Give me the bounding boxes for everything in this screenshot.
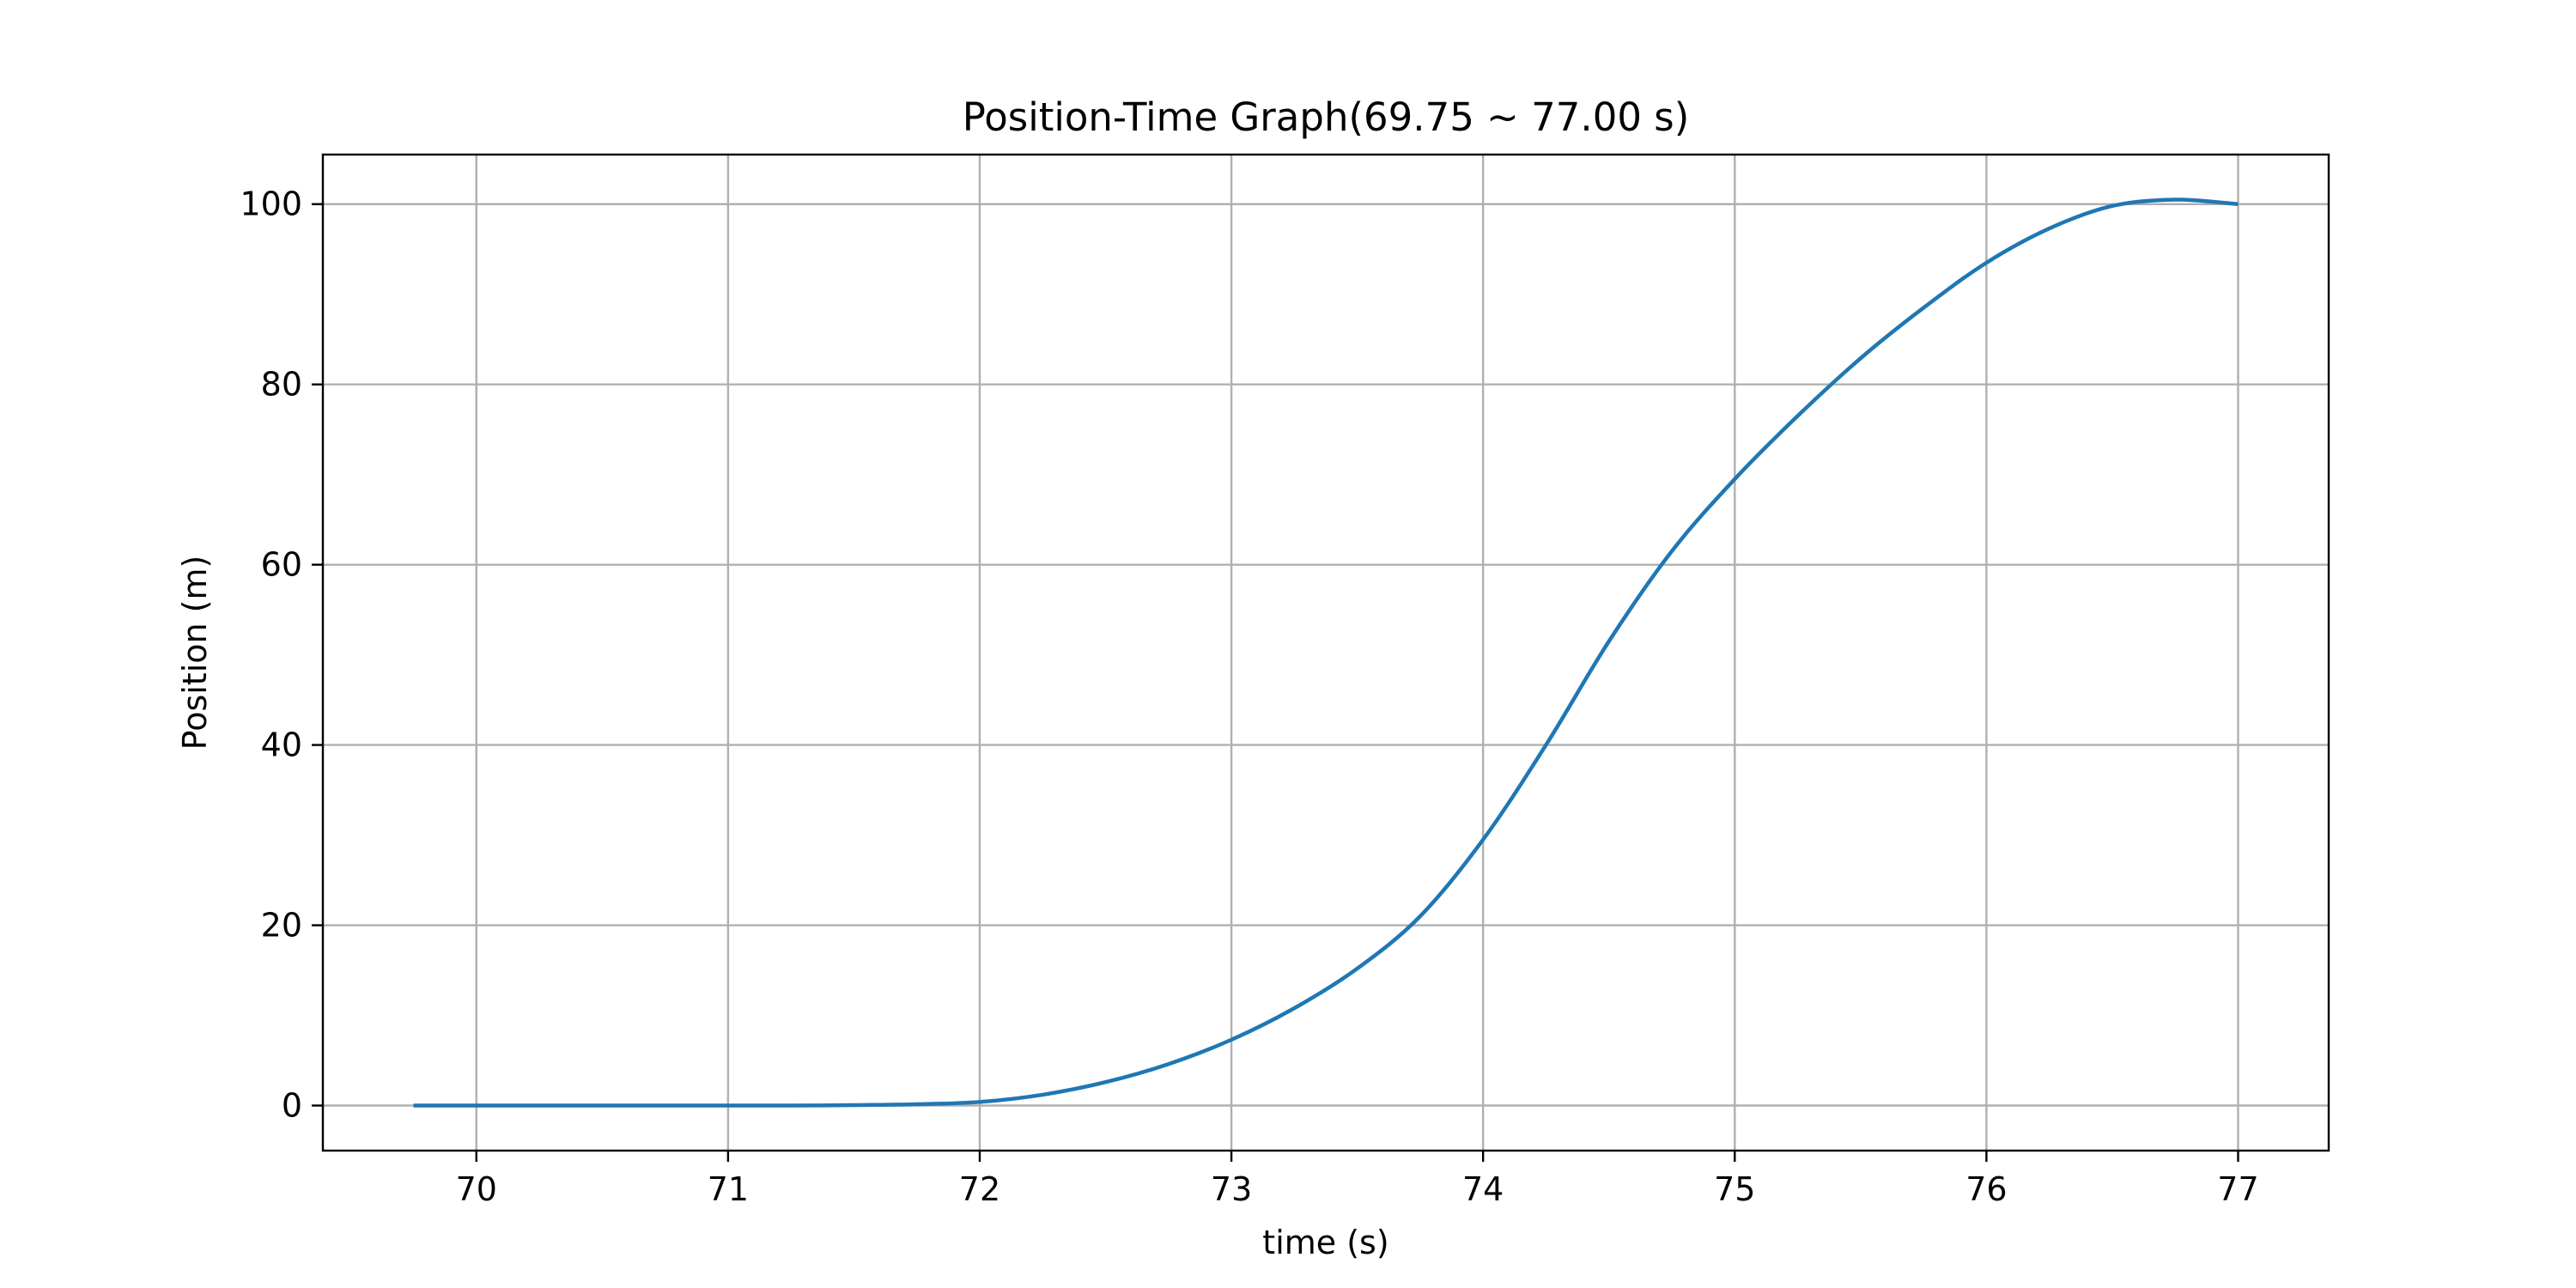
tick-layer: 70 71 72 73 74 75 76 77 0 20 40 60 80 100 [240, 185, 2258, 1208]
x-tick-label-77: 77 [2217, 1170, 2258, 1208]
x-tick-label-72: 72 [959, 1170, 1000, 1208]
y-tick-label-40: 40 [261, 726, 302, 764]
series-layer [413, 197, 2239, 1108]
x-tick-label-75: 75 [1714, 1170, 1755, 1208]
y-tick-label-20: 20 [261, 907, 302, 945]
x-tick-label-71: 71 [708, 1170, 749, 1208]
x-tick-label-73: 73 [1211, 1170, 1252, 1208]
x-axis-label: time (s) [1262, 1224, 1388, 1261]
y-tick-label-0: 0 [282, 1087, 302, 1125]
y-tick-label-100: 100 [240, 185, 302, 223]
y-tick-label-80: 80 [261, 366, 302, 404]
y-tick-label-60: 60 [261, 546, 302, 584]
plot-frame [321, 153, 2330, 1152]
x-tick-label-70: 70 [456, 1170, 497, 1208]
grid-layer [323, 155, 2329, 1151]
y-axis-label: Position (m) [176, 556, 214, 750]
series-line-0 [413, 197, 2239, 1108]
x-tick-label-74: 74 [1462, 1170, 1504, 1208]
chart-title: Position-Time Graph(69.75 ~ 77.00 s) [963, 94, 1690, 140]
x-tick-label-76: 76 [1965, 1170, 2007, 1208]
